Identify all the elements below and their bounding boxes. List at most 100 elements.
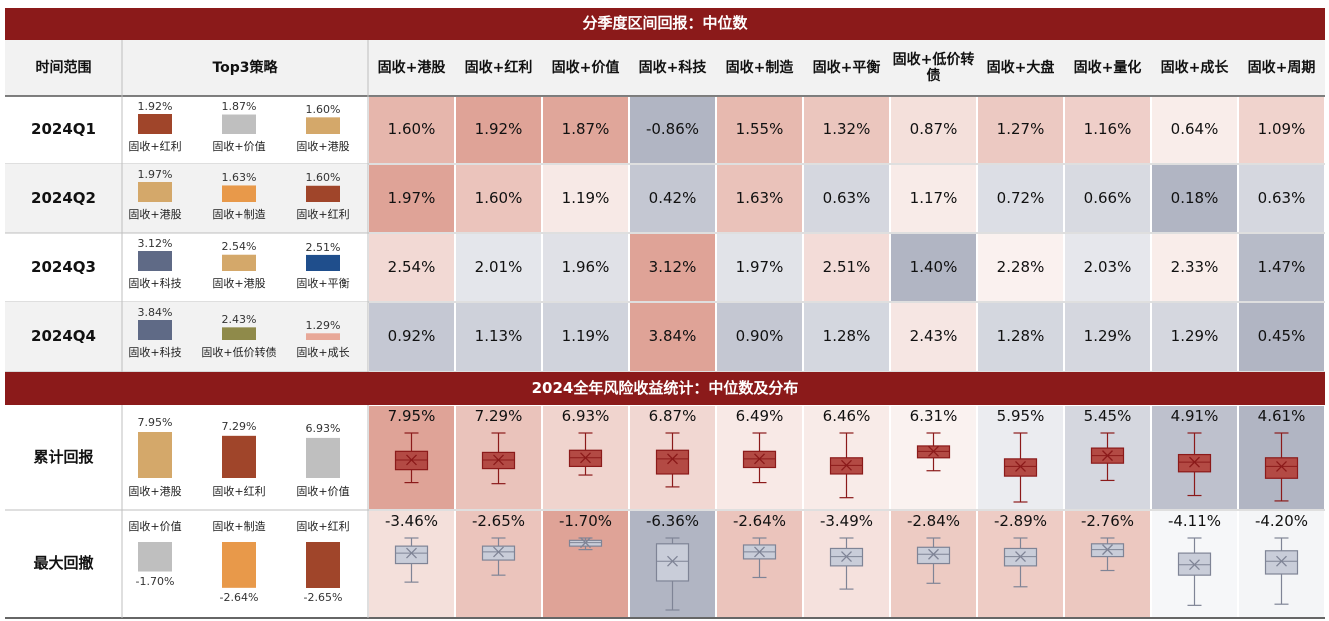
top3-value-label: 3.12% [137,236,173,250]
heat-cell [978,303,1063,371]
top3-bar [138,251,172,271]
heat-cell [543,303,628,371]
heat-cell [543,165,628,232]
metric-label: 最大回撤 [33,554,94,573]
header-cell: 固收+港股 [377,59,446,76]
cell-value: 0.63% [1257,188,1306,207]
heat-cell [804,97,889,163]
header-cell: 固收+平衡 [812,59,881,76]
top3-value-label: 2.54% [221,240,257,254]
top3-value-label: 1.92% [137,99,173,113]
heat-cell [630,165,715,232]
cell-value: 6.31% [909,407,958,426]
heat-cell [891,165,976,232]
cell-value: -1.70% [558,512,613,531]
top3-value-label: 1.87% [221,100,257,114]
top3-value-label: 6.93% [305,422,341,436]
heat-cell [1239,97,1324,163]
top3-name: 固收+红利 [128,139,182,153]
header-cell: 固收+科技 [638,59,707,76]
cell-value: 6.46% [822,407,871,426]
cell-value: 1.17% [909,188,958,207]
median-marker [1015,551,1026,563]
cell-value: -2.76% [1080,512,1135,531]
cell-value: 0.90% [735,327,784,346]
section-title: 分季度区间回报：中位数 [582,14,748,33]
heat-cell [1152,97,1237,163]
top3-bar [222,435,256,478]
heat-cell [369,97,454,163]
heat-cell [369,165,454,232]
top3-name: 固收+价值 [128,519,182,533]
cell-value: 0.87% [909,120,958,139]
median-marker [841,459,852,471]
top3-bar [138,432,172,478]
cell-value: 1.19% [561,327,610,346]
heat-cell [456,234,541,301]
top3-bar [306,254,340,271]
heat-cell [978,165,1063,232]
top3-bar [138,320,172,340]
heat-cell [1239,234,1324,301]
header-cell: 固收+红利 [464,59,533,76]
heat-cell [978,97,1063,163]
box [1264,550,1299,575]
heat-cell [630,97,715,163]
heat-cell [804,303,889,371]
cell-value: 1.97% [735,257,784,276]
top3-bar [306,333,340,340]
top3-value-label: -2.65% [303,591,343,605]
cell-value: 1.63% [735,188,784,207]
cell-value: 4.61% [1257,407,1306,426]
cell-value: 1.40% [909,257,958,276]
top3-value-label: 2.51% [305,240,341,254]
header-cell: 固收+量化 [1073,59,1142,76]
cell-value: 5.45% [1083,407,1132,426]
column-header-bg [5,40,1325,96]
section-title: 2024全年风险收益统计：中位数及分布 [531,378,799,397]
header-cell: 固收+成长 [1160,59,1229,76]
section-header [5,372,1325,405]
cell-value: 1.16% [1083,120,1132,139]
top3-name: 固收+价值 [212,139,266,153]
metric-label: 累计回报 [33,447,94,466]
top3-value-label: 1.60% [305,171,341,185]
cell-value: 1.29% [1083,327,1132,346]
median-marker [406,547,417,559]
top3-bar [306,185,340,202]
cell-value: -2.84% [906,512,961,531]
box [1177,453,1212,473]
cell-value: -2.89% [993,512,1048,531]
heat-cell [1065,303,1150,371]
top3-name: 固收+科技 [128,276,182,290]
header-cell: 固收+制造 [725,59,794,76]
period-label: 2024Q3 [31,257,96,276]
cell-value: -0.86% [645,120,700,139]
heat-cell [717,234,802,301]
cell-value: 1.32% [822,120,871,139]
cell-value: 3.12% [648,257,697,276]
header-cell: 固收+大盘 [986,59,1055,76]
top3-bar [222,327,256,340]
heat-cell [891,303,976,371]
heat-cell [717,165,802,232]
top3-bar [138,114,172,134]
cell-value: 2.54% [387,257,436,276]
median-marker [1102,544,1113,556]
heat-cell [456,303,541,371]
top3-name: 固收+价值 [296,484,350,498]
cell-value: 7.29% [474,407,523,426]
period-label: 2024Q2 [31,188,96,207]
heat-cell [369,303,454,371]
header-cell: 固收+低价转债 [892,51,975,84]
top3-name: 固收+平衡 [296,276,350,290]
top3-name: 固收+港股 [128,484,182,498]
heat-cell [1065,97,1150,163]
top3-name: 固收+红利 [296,519,350,533]
heat-cell [543,511,628,617]
heat-cell [891,234,976,301]
median-marker [580,452,591,464]
heat-cell [1152,303,1237,371]
cell-value: 1.28% [996,327,1045,346]
